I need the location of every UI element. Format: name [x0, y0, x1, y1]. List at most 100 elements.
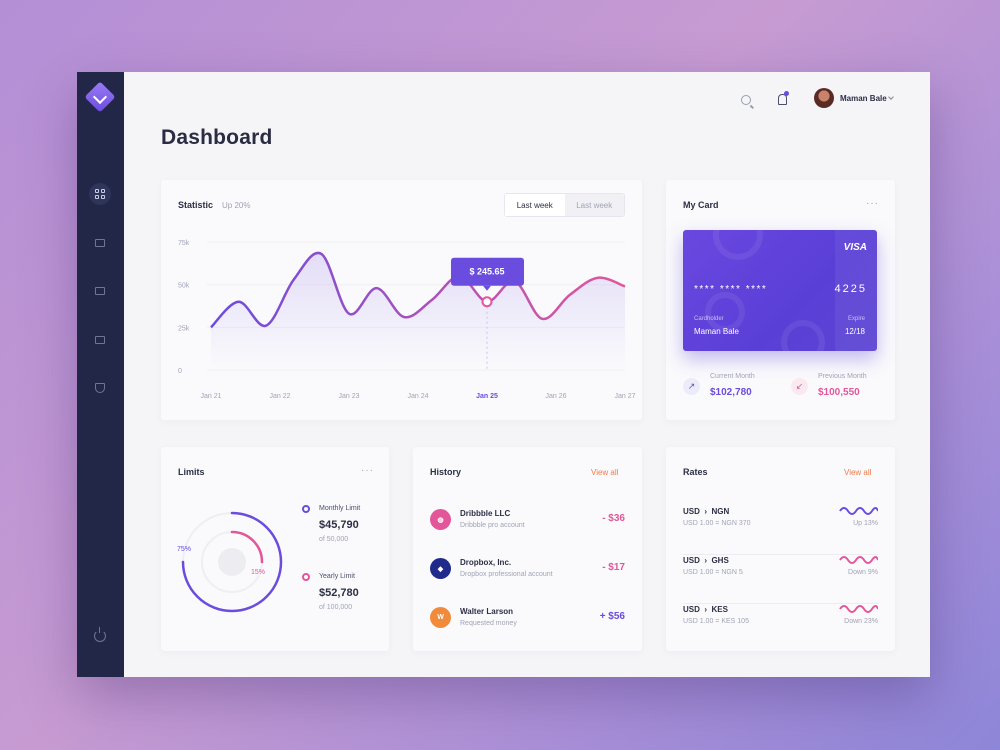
period-toggle: Last week Last week [504, 193, 625, 217]
highlight-point[interactable] [481, 296, 493, 308]
page-title: Dashboard [161, 126, 273, 149]
inner-percent: 15% [251, 569, 266, 576]
cardholder-label: Cardholder [694, 316, 724, 322]
yearly-limit-dot [302, 573, 310, 581]
cardholder-name: Maman Bale [694, 327, 739, 336]
card-decor [781, 320, 825, 351]
arrow-down-left-icon: ↙ [791, 378, 808, 395]
monthly-limit-arc [181, 511, 283, 613]
chevron-down-icon[interactable] [888, 94, 894, 100]
list-item[interactable]: USD › GHS USD 1.00 = NGN 5 Down 9% [683, 556, 878, 604]
rate-conversion: USD 1.00 = KES 105 [683, 618, 749, 625]
x-tick-label: Jan 21 [200, 393, 221, 400]
x-tick-label: Jan 22 [269, 393, 290, 400]
rate-pair: USD › GHS [683, 556, 729, 565]
more-icon[interactable]: ··· [361, 465, 374, 476]
statistic-subtitle: Up 20% [222, 201, 251, 210]
more-icon[interactable]: ··· [866, 198, 879, 209]
period-option-2[interactable]: Last week [564, 194, 624, 216]
chart-line [210, 251, 626, 329]
history-title: History [430, 467, 462, 477]
y-tick-label: 50k [178, 283, 190, 290]
limits-title: Limits [178, 467, 205, 477]
wallet-nav-icon[interactable] [89, 280, 111, 302]
my-card-panel: My Card ··· VISA **** **** **** 4225 Car… [666, 180, 895, 420]
rate-trend: Down 9% [848, 569, 878, 576]
monthly-limit-label: Monthly Limit [319, 505, 361, 512]
rate-pair: USD › KES [683, 605, 728, 614]
monthly-limit-value: $45,790 [319, 519, 359, 531]
dropbox-icon: ◆ [430, 558, 451, 579]
chart-area [211, 252, 625, 370]
monthly-limit-dot [302, 505, 310, 513]
security-nav-icon[interactable] [89, 377, 111, 399]
history-desc: Dropbox professional account [460, 571, 553, 578]
user-initial-avatar: W [430, 607, 451, 628]
outer-percent: 75% [177, 546, 192, 553]
rates-card: Rates View all USD › NGN USD 1.00 = NGN … [666, 447, 895, 651]
list-item[interactable]: USD › KES USD 1.00 = KES 105 Down 23% [683, 605, 878, 653]
period-option-1[interactable]: Last week [505, 194, 565, 216]
trend-wave-icon [839, 605, 878, 613]
x-tick-label: Jan 26 [545, 393, 566, 400]
transfer-nav-icon[interactable] [89, 329, 111, 351]
rates-title: Rates [683, 467, 708, 477]
my-card-title: My Card [683, 200, 719, 210]
history-desc: Dribbble pro account [460, 522, 525, 529]
svg-text:$ 245.65: $ 245.65 [469, 267, 504, 277]
yearly-limit-label: Yearly Limit [319, 573, 355, 580]
dashboard-window: Maman Bale Dashboard Statistic Up 20% La… [77, 72, 930, 677]
trend-wave-icon [839, 507, 878, 515]
logo-icon[interactable] [84, 81, 116, 113]
history-view-all-link[interactable]: View all [591, 468, 619, 477]
notification-dot [784, 91, 789, 96]
rate-conversion: USD 1.00 = NGN 5 [683, 569, 743, 576]
rates-view-all-link[interactable]: View all [844, 468, 872, 477]
x-tick-label: Jan 27 [614, 393, 635, 400]
previous-month-label: Previous Month [818, 373, 867, 380]
y-tick-label: 0 [178, 368, 182, 375]
chart-tooltip: $ 245.65 [451, 257, 524, 291]
history-amount: + $56 [599, 611, 625, 622]
history-amount: - $36 [602, 513, 625, 524]
bell-icon[interactable] [778, 94, 787, 105]
monthly-limit-of: of 50,000 [319, 536, 349, 543]
rate-trend: Up 13% [853, 520, 878, 527]
search-icon[interactable] [741, 95, 751, 105]
current-month-label: Current Month [710, 373, 755, 380]
history-card: History View all ◍ Dribbble LLC Dribbble… [413, 447, 642, 651]
list-item[interactable]: W Walter Larson Requested money + $56 [430, 605, 625, 645]
current-month-value: $102,780 [710, 387, 752, 398]
avatar[interactable] [814, 88, 834, 108]
limits-rings [181, 511, 283, 613]
credit-card[interactable]: VISA **** **** **** 4225 Cardholder Mama… [683, 230, 877, 351]
statistic-title: Statistic [178, 200, 214, 210]
card-decor [705, 292, 745, 332]
sidebar [77, 72, 124, 677]
list-item[interactable]: ◆ Dropbox, Inc. Dropbox professional acc… [430, 556, 625, 596]
user-name[interactable]: Maman Bale [840, 94, 887, 103]
history-name: Dropbox, Inc. [460, 558, 512, 567]
card-nav-icon[interactable] [89, 232, 111, 254]
card-brand: VISA [843, 242, 867, 253]
power-icon[interactable] [94, 627, 106, 642]
rate-trend: Down 23% [844, 618, 878, 625]
expire-label: Expire [847, 316, 865, 322]
history-name: Walter Larson [460, 607, 514, 616]
trend-wave-icon [839, 556, 878, 564]
yearly-limit-of: of 100,000 [319, 604, 353, 611]
dashboard-nav-icon[interactable] [89, 183, 111, 205]
y-tick-label: 25k [178, 325, 190, 332]
card-number-masked: **** **** **** [694, 284, 768, 295]
card-decor [713, 230, 763, 260]
rate-pair: USD › NGN [683, 507, 730, 516]
expire-date: 12/18 [844, 327, 865, 336]
card-last4: 4225 [834, 283, 867, 295]
previous-month-value: $100,550 [818, 387, 860, 398]
rate-conversion: USD 1.00 = NGN 370 [683, 520, 751, 527]
history-amount: - $17 [602, 562, 625, 573]
list-item[interactable]: ◍ Dribbble LLC Dribbble pro account - $3… [430, 507, 625, 547]
x-tick-label: Jan 24 [407, 393, 428, 400]
yearly-limit-value: $52,780 [319, 587, 359, 599]
list-item[interactable]: USD › NGN USD 1.00 = NGN 370 Up 13% [683, 507, 878, 555]
